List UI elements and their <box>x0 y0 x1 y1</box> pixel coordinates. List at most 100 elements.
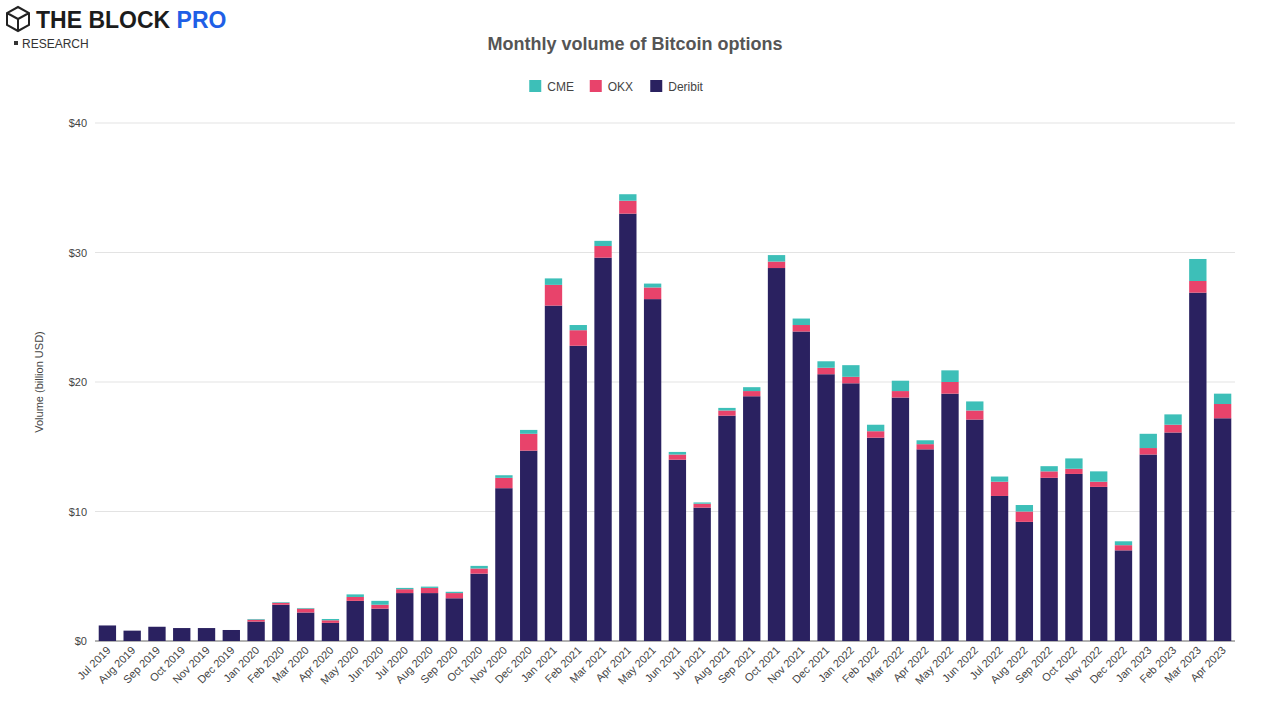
bar-segment <box>223 629 240 630</box>
bar-segment <box>743 387 760 391</box>
y-tick-label: $40 <box>69 117 87 129</box>
bar-segment <box>1189 281 1206 293</box>
bar-segment <box>421 588 438 593</box>
bar-segment <box>768 268 785 641</box>
bar-segment <box>917 440 934 444</box>
bar-segment <box>892 391 909 397</box>
bar-segment <box>718 410 735 415</box>
bar-segment <box>669 460 686 641</box>
bar-segment <box>322 620 339 623</box>
bar-segment <box>991 477 1008 482</box>
bar-segment <box>594 246 611 258</box>
bar-segment <box>1214 404 1231 418</box>
bar-segment <box>619 194 636 200</box>
bar-segment <box>694 502 711 503</box>
bar-segment <box>991 496 1008 641</box>
bar-segment <box>297 609 314 613</box>
bar-segment <box>272 605 289 641</box>
logo-research: RESEARCH <box>22 37 89 51</box>
bar-segment <box>99 625 116 626</box>
bar-segment <box>1040 466 1057 471</box>
bar-segment <box>1115 541 1132 545</box>
bar-segment <box>520 430 537 434</box>
bar-segment <box>371 609 388 641</box>
legend-label: Deribit <box>668 80 703 94</box>
bar-segment <box>396 589 413 593</box>
bar-segment <box>1115 550 1132 641</box>
bar-segment <box>421 587 438 588</box>
bar-segment <box>545 285 562 306</box>
bar-segment <box>718 408 735 411</box>
bar-segment <box>743 391 760 396</box>
chart-root: THE BLOCK PRORESEARCHMonthly volume of B… <box>0 0 1269 724</box>
bar-segment <box>1214 394 1231 404</box>
bar-segment <box>1040 478 1057 641</box>
bar-segment <box>495 475 512 478</box>
y-tick-label: $0 <box>75 635 87 647</box>
grid-line <box>95 123 1235 124</box>
bar-segment <box>347 601 364 641</box>
y-axis-label: Volume (billion USD) <box>33 331 45 432</box>
bar-segment <box>594 258 611 641</box>
bar-segment <box>1140 434 1157 448</box>
bar-segment <box>842 365 859 377</box>
bar-segment <box>520 451 537 641</box>
bar-segment <box>421 593 438 641</box>
x-tick-label: Apr 2023 <box>1188 644 1228 684</box>
bar-segment <box>768 262 785 268</box>
bar-segment <box>793 325 810 331</box>
bar-segment <box>470 568 487 573</box>
bar-segment <box>793 331 810 641</box>
grid-line <box>95 252 1235 253</box>
bar-segment <box>1040 471 1057 477</box>
bar-segment <box>694 508 711 641</box>
bar-segment <box>966 401 983 410</box>
bar-segment <box>223 630 240 641</box>
bar-segment <box>148 626 165 627</box>
bar-segment <box>1189 259 1206 281</box>
bar-segment <box>396 588 413 589</box>
legend-swatch <box>529 80 541 92</box>
title: Monthly volume of Bitcoin options <box>488 34 783 54</box>
bar-segment <box>966 420 983 641</box>
bar-segment <box>223 629 240 630</box>
bar-segment <box>1164 425 1181 433</box>
chart: THE BLOCK PRORESEARCHMonthly volume of B… <box>0 0 1269 724</box>
bar-segment <box>892 381 909 391</box>
bar-segment <box>570 346 587 641</box>
bar-segment <box>371 605 388 609</box>
bar-segment <box>1214 418 1231 641</box>
bar-segment <box>470 574 487 641</box>
bar-segment <box>619 214 636 641</box>
bar-segment <box>446 598 463 641</box>
bar-segment <box>793 319 810 325</box>
bar-segment <box>1016 522 1033 641</box>
x-axis: Jul 2019Aug 2019Sep 2019Oct 2019Nov 2019… <box>75 644 1228 687</box>
legend-swatch <box>650 80 662 92</box>
bar-segment <box>124 630 141 631</box>
bar-segment <box>322 619 339 620</box>
bar-segment <box>520 434 537 451</box>
bar-segment <box>694 504 711 508</box>
bar-segment <box>495 488 512 641</box>
y-tick-label: $30 <box>69 247 87 259</box>
bar-segment <box>941 382 958 394</box>
bar-segment <box>1140 455 1157 641</box>
bar-segment <box>817 368 834 374</box>
bar-segment <box>148 626 165 627</box>
bar-segment <box>247 618 264 620</box>
bar-segment <box>322 623 339 641</box>
legend-label: CME <box>547 80 574 94</box>
bar-segment <box>1090 482 1107 487</box>
bar-segment <box>272 602 289 604</box>
bar-segment <box>1140 448 1157 454</box>
bar-segment <box>570 330 587 346</box>
bar-segment <box>446 592 463 593</box>
bar-segment <box>1090 487 1107 641</box>
bar-segment <box>347 597 364 601</box>
legend: CMEOKXDeribit <box>529 80 703 94</box>
bar-segment <box>297 613 314 641</box>
bar-segment <box>173 628 190 629</box>
logo-word: THE BLOCK <box>36 7 177 33</box>
bar-segment <box>817 361 834 367</box>
